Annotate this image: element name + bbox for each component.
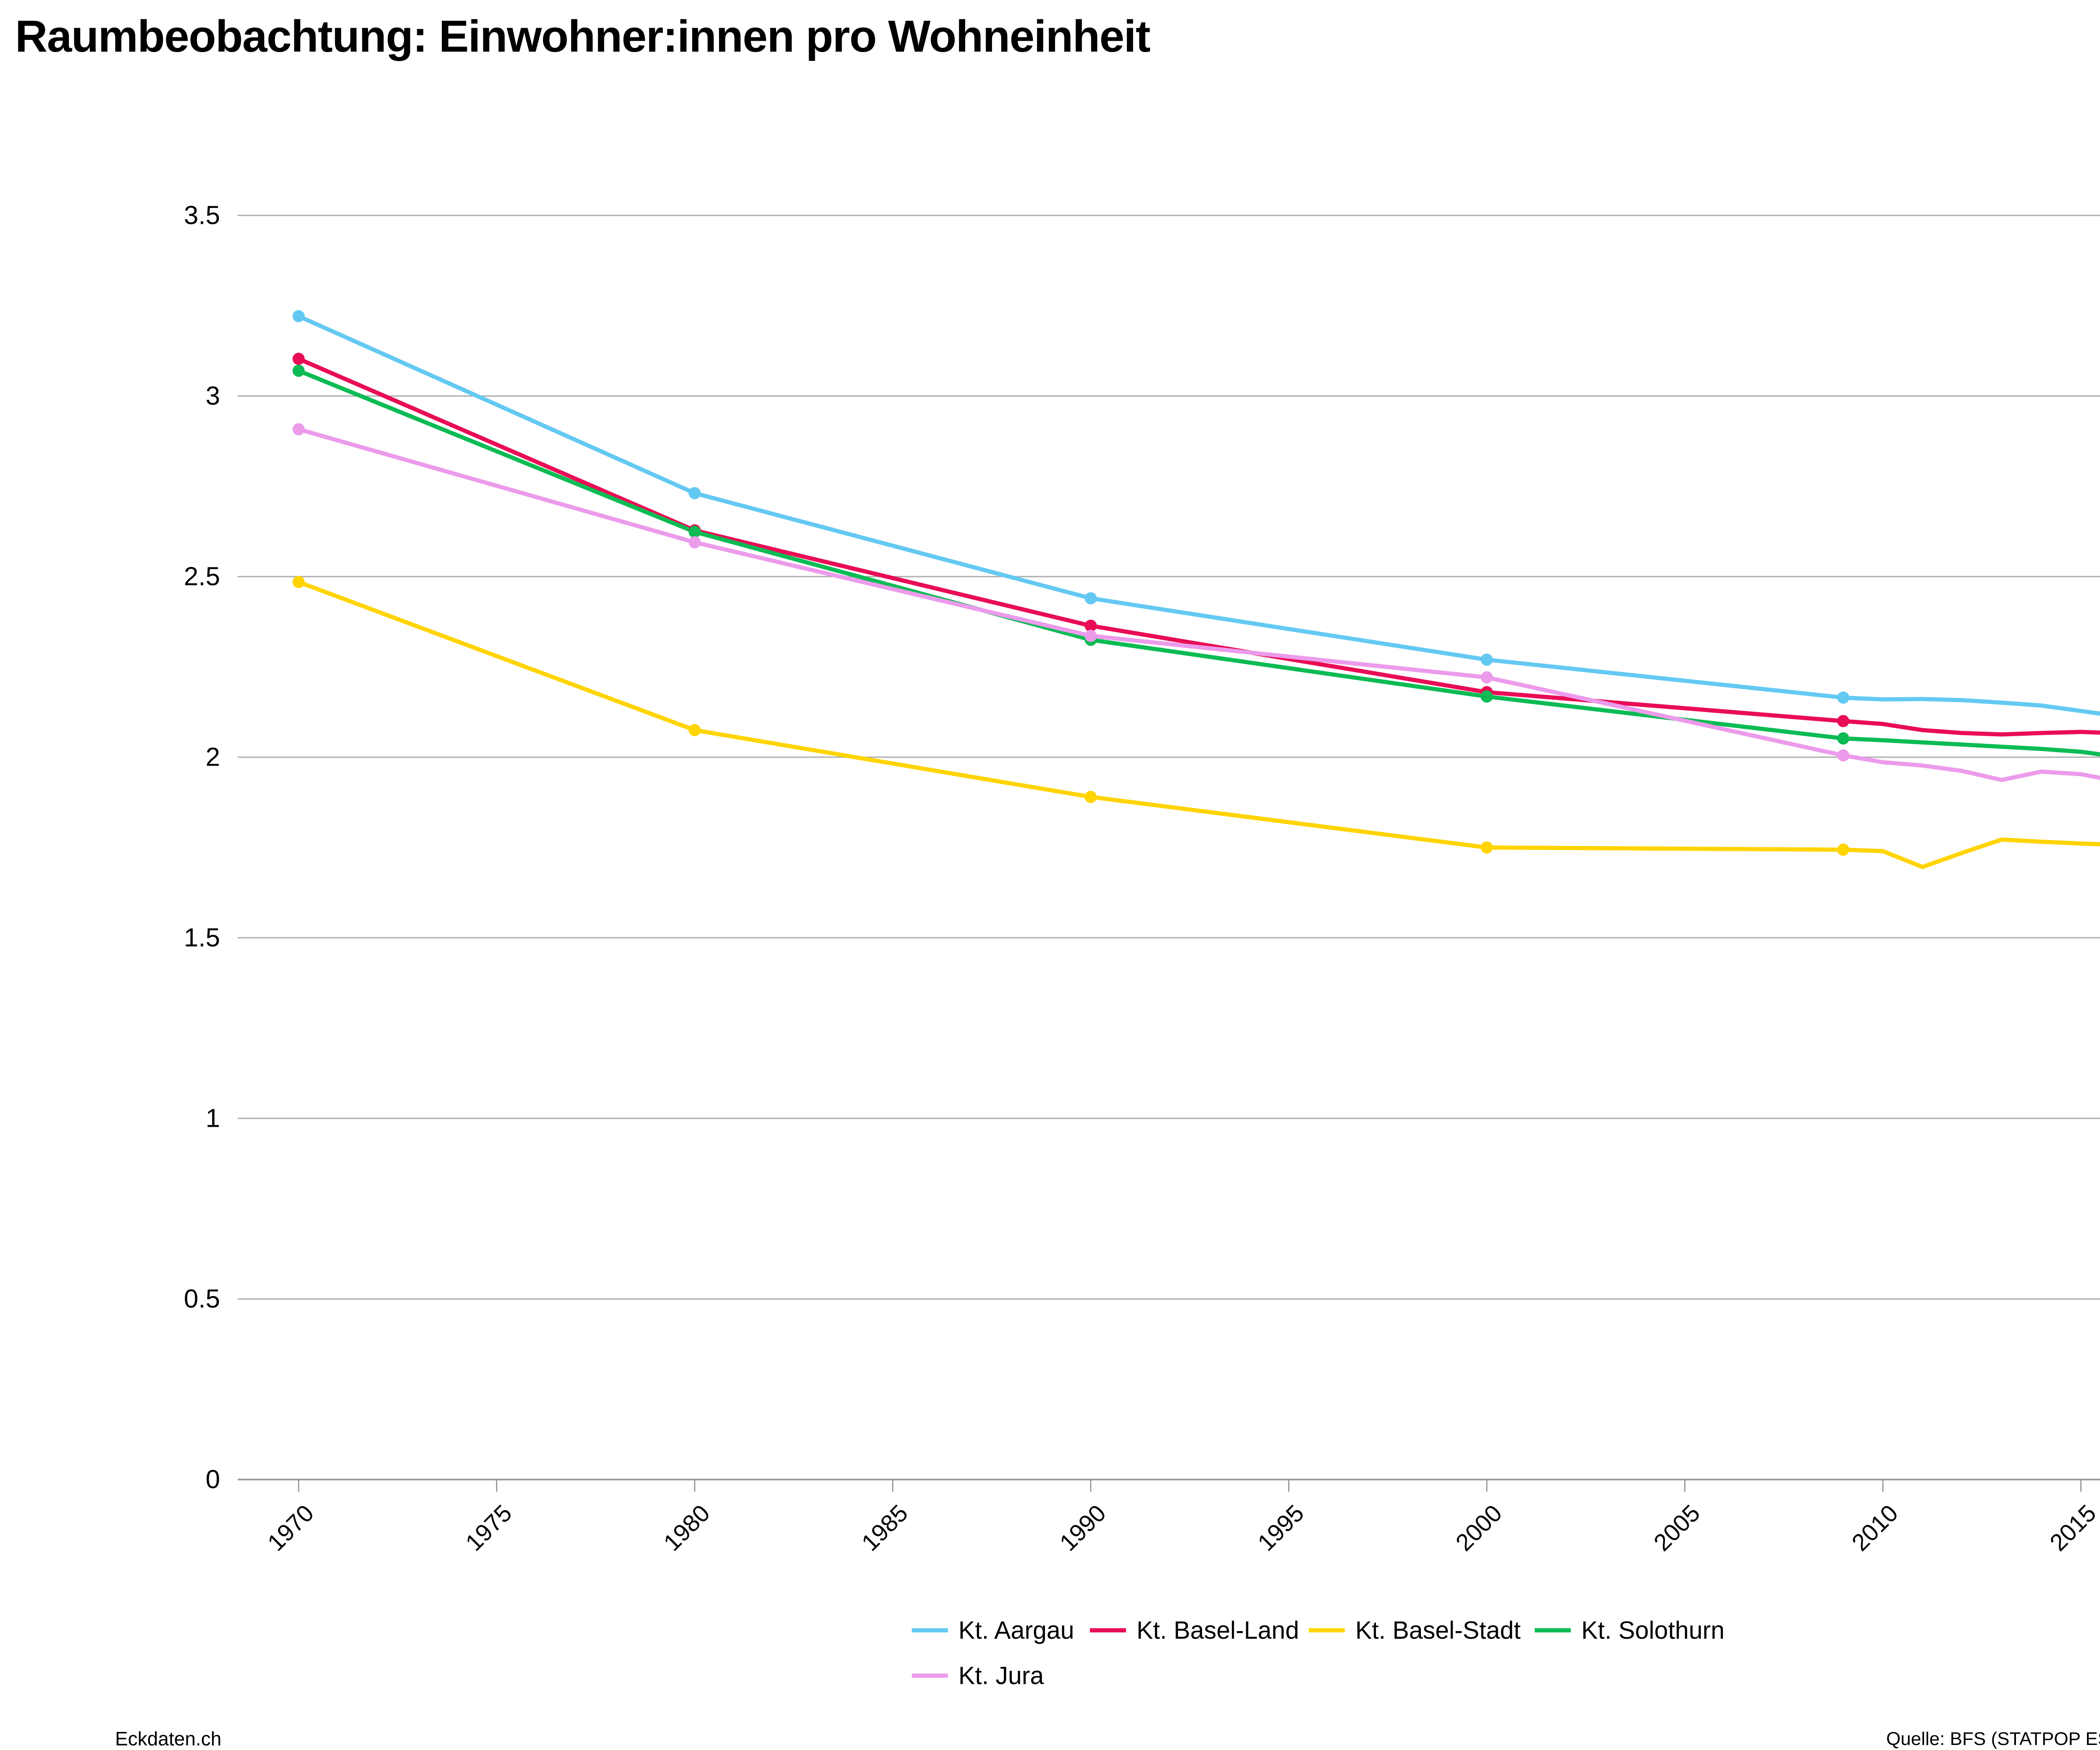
svg-text:Raumbeobachtung: Einwohner:inn: Raumbeobachtung: Einwohner:innen pro Woh… (15, 11, 1150, 61)
svg-text:1975: 1975 (460, 1500, 517, 1556)
svg-text:0: 0 (206, 1465, 220, 1494)
svg-text:2.5: 2.5 (184, 562, 220, 591)
svg-text:1: 1 (206, 1104, 220, 1133)
svg-text:2010: 2010 (1847, 1500, 1903, 1556)
svg-text:1980: 1980 (659, 1500, 715, 1556)
svg-text:Kt. Solothurn: Kt. Solothurn (1581, 1616, 1725, 1644)
svg-text:0.5: 0.5 (184, 1285, 220, 1314)
svg-text:Kt. Basel-Land: Kt. Basel-Land (1137, 1616, 1299, 1644)
svg-text:Eckdaten.ch: Eckdaten.ch (115, 1728, 221, 1750)
svg-text:1985: 1985 (856, 1500, 913, 1556)
svg-text:Quelle: BFS (STATPOP ESPOP), B: Quelle: BFS (STATPOP ESPOP), BFS (ESPOP)… (1886, 1729, 2100, 1749)
svg-text:1990: 1990 (1055, 1500, 1111, 1556)
svg-text:2: 2 (206, 743, 220, 772)
svg-text:2015: 2015 (2045, 1500, 2100, 1556)
svg-text:3.5: 3.5 (184, 201, 220, 230)
svg-text:Kt. Jura: Kt. Jura (958, 1662, 1044, 1690)
svg-text:Kt. Basel-Stadt: Kt. Basel-Stadt (1355, 1616, 1521, 1644)
svg-text:2005: 2005 (1648, 1500, 1705, 1556)
svg-text:Kt. Aargau: Kt. Aargau (958, 1616, 1074, 1644)
svg-text:1995: 1995 (1252, 1500, 1309, 1556)
svg-text:3: 3 (206, 382, 220, 411)
svg-text:1.5: 1.5 (184, 924, 220, 952)
svg-text:1970: 1970 (262, 1500, 319, 1556)
svg-text:2000: 2000 (1451, 1500, 1507, 1556)
